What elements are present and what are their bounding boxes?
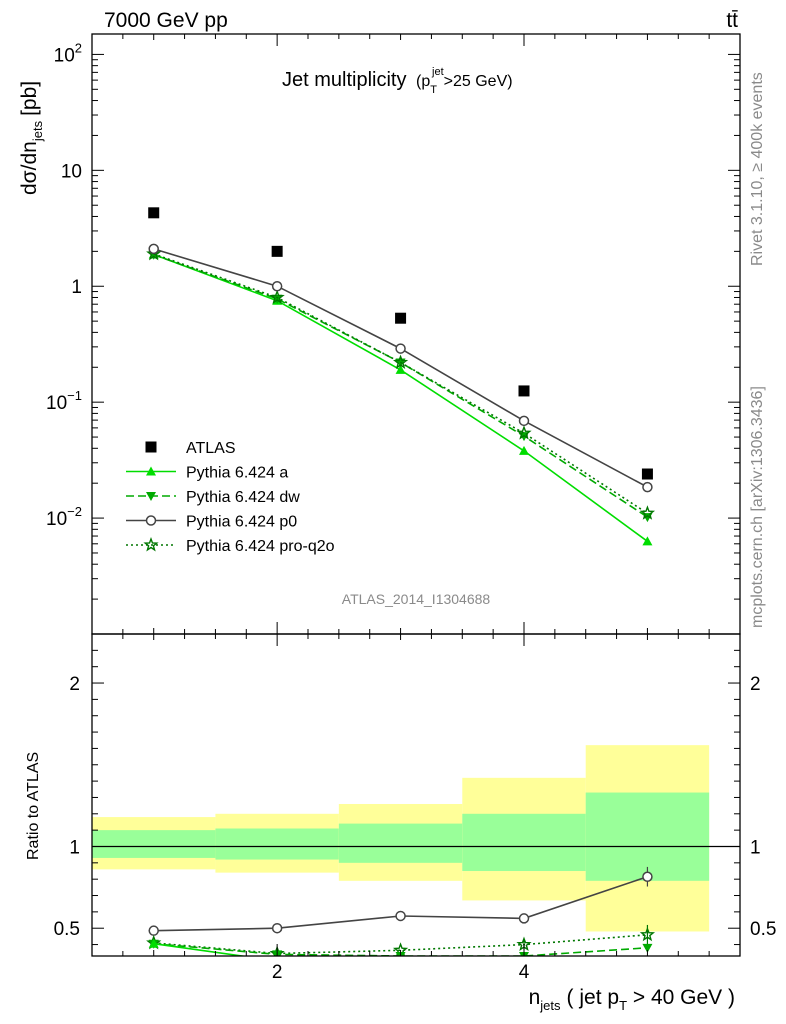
ratio-band-inner-5 — [585, 792, 710, 881]
plot-title-suffix: (p — [416, 73, 430, 90]
point-pythia-6-424-p0-4 — [518, 415, 530, 427]
legend-label-pythia-6-424-pro-q2o: Pythia 6.424 pro-q2o — [186, 538, 335, 555]
legend-marker-pythia-6-424-dw — [146, 492, 156, 501]
series-line-pythia-6-424-pro-q2o — [153, 253, 648, 514]
ratio-y-axis-label: Ratio to ATLAS — [25, 752, 42, 860]
ratio-y-tick-label-right: 0.5 — [750, 919, 776, 940]
point-pythia-6-424-a-4 — [519, 445, 529, 455]
plot-title-sub: T — [430, 84, 437, 96]
legend: ATLAS Pythia 6.424 a Pythia 6.424 dw Pythia… — [126, 440, 335, 555]
energy-label: 7000 GeV pp — [104, 9, 228, 32]
plot-title-cut: >25 GeV) — [444, 73, 513, 90]
legend-marker-pythia-6-424-pro-q2o — [143, 537, 159, 552]
point-pythia-6-424-pro-q2o-5 — [639, 505, 656, 520]
ratio-point-pythia-6-424-p0-3 — [395, 910, 406, 922]
plot-title: Jet multiplicity (pTjet>25 GeV) — [282, 66, 513, 96]
point-atlas-5 — [641, 468, 653, 480]
point-pythia-6-424-p0-3 — [395, 343, 406, 354]
main-plot-area — [146, 207, 656, 546]
point-atlas-4 — [518, 385, 530, 397]
ratio-band-inner-4 — [462, 813, 586, 872]
ratio-plot-frame — [91, 633, 741, 957]
ratio-y-tick-label-right: 1 — [750, 837, 761, 858]
ratio-y-tick-label-left: 2 — [69, 674, 80, 695]
point-atlas-1 — [148, 207, 160, 219]
legend-label-atlas: ATLAS — [186, 440, 236, 457]
legend-marker-atlas — [145, 441, 157, 453]
ratio-point-pythia-6-424-pro-q2o-5 — [639, 926, 656, 942]
legend-label-pythia-6-424-a: Pythia 6.424 a — [186, 465, 288, 482]
x-axis-label: njets( jet pT > 40 GeV ) — [529, 986, 735, 1013]
ratio-y-tick-label-left: 1 — [69, 837, 80, 858]
point-atlas-2 — [271, 245, 283, 257]
top-y-tick-label: 10−1 — [46, 388, 82, 414]
ratio-point-pythia-6-424-p0-1 — [148, 925, 159, 936]
legend-marker-pythia-6-424-p0 — [145, 515, 157, 526]
mcplots-reference-label: mcplots.cern.ch [arXiv:1306.3436] — [749, 386, 766, 628]
point-pythia-6-424-p0-5 — [642, 481, 653, 493]
legend-marker-pythia-6-424-a — [146, 466, 156, 476]
top-y-tick-label: 10 — [61, 161, 82, 182]
ratio-point-pythia-6-424-a-3 — [396, 959, 406, 968]
ratio-plot-area — [92, 745, 740, 971]
ratio-point-pythia-6-424-a-5 — [642, 962, 652, 971]
legend-label-pythia-6-424-dw: Pythia 6.424 dw — [186, 489, 300, 506]
point-pythia-6-424-pro-q2o-3 — [392, 354, 409, 369]
ratio-band-inner-2 — [215, 828, 339, 860]
legend-label-pythia-6-424-p0: Pythia 6.424 p0 — [186, 514, 297, 531]
process-label: tt̄ — [726, 9, 738, 32]
point-pythia-6-424-p0-1 — [148, 243, 159, 255]
rivet-version-label: Rivet 3.1.10, ≥ 400k events — [749, 72, 766, 266]
ratio-point-pythia-6-424-p0-2 — [271, 922, 283, 934]
top-y-axis-label: dσ/dnjets[pb] — [18, 81, 45, 195]
x-tick-label: 2 — [272, 962, 283, 983]
ratio-y-tick-label-right: 2 — [750, 674, 761, 695]
point-pythia-6-424-pro-q2o-1 — [146, 245, 162, 261]
plot-title-sup: jet — [431, 66, 444, 78]
plot-title-main: Jet multiplicity — [282, 69, 406, 91]
ratio-point-pythia-6-424-p0-5 — [642, 871, 653, 882]
point-atlas-3 — [395, 312, 407, 324]
ratio-band-inner-1 — [92, 830, 216, 858]
axes-frame: 102 10 1 10−1 10−2 2 4 0.5 0.5 1 1 2 2 — [46, 33, 776, 983]
ratio-point-pythia-6-424-a-1 — [148, 938, 159, 948]
point-pythia-6-424-pro-q2o-2 — [269, 289, 285, 304]
point-pythia-6-424-pro-q2o-4 — [516, 425, 532, 440]
ratio-y-tick-label-left: 0.5 — [54, 919, 80, 940]
analysis-watermark: ATLAS_2014_I1304688 — [342, 591, 491, 607]
ratio-band-inner-3 — [338, 823, 463, 863]
point-pythia-6-424-a-5 — [642, 536, 653, 546]
point-pythia-6-424-p0-2 — [271, 280, 283, 292]
top-y-tick-label: 10−2 — [46, 504, 82, 530]
top-y-tick-label: 1 — [71, 277, 82, 298]
x-tick-label: 4 — [519, 962, 530, 983]
ratio-line-pythia-6-424-dw — [153, 942, 648, 956]
top-y-tick-label: 102 — [54, 40, 82, 66]
ratio-point-pythia-6-424-p0-4 — [518, 913, 530, 924]
ratio-line-pythia-6-424-a — [153, 942, 248, 956]
ratio-point-pythia-6-424-dw-5 — [642, 943, 653, 953]
point-pythia-6-424-a-3 — [395, 364, 406, 374]
